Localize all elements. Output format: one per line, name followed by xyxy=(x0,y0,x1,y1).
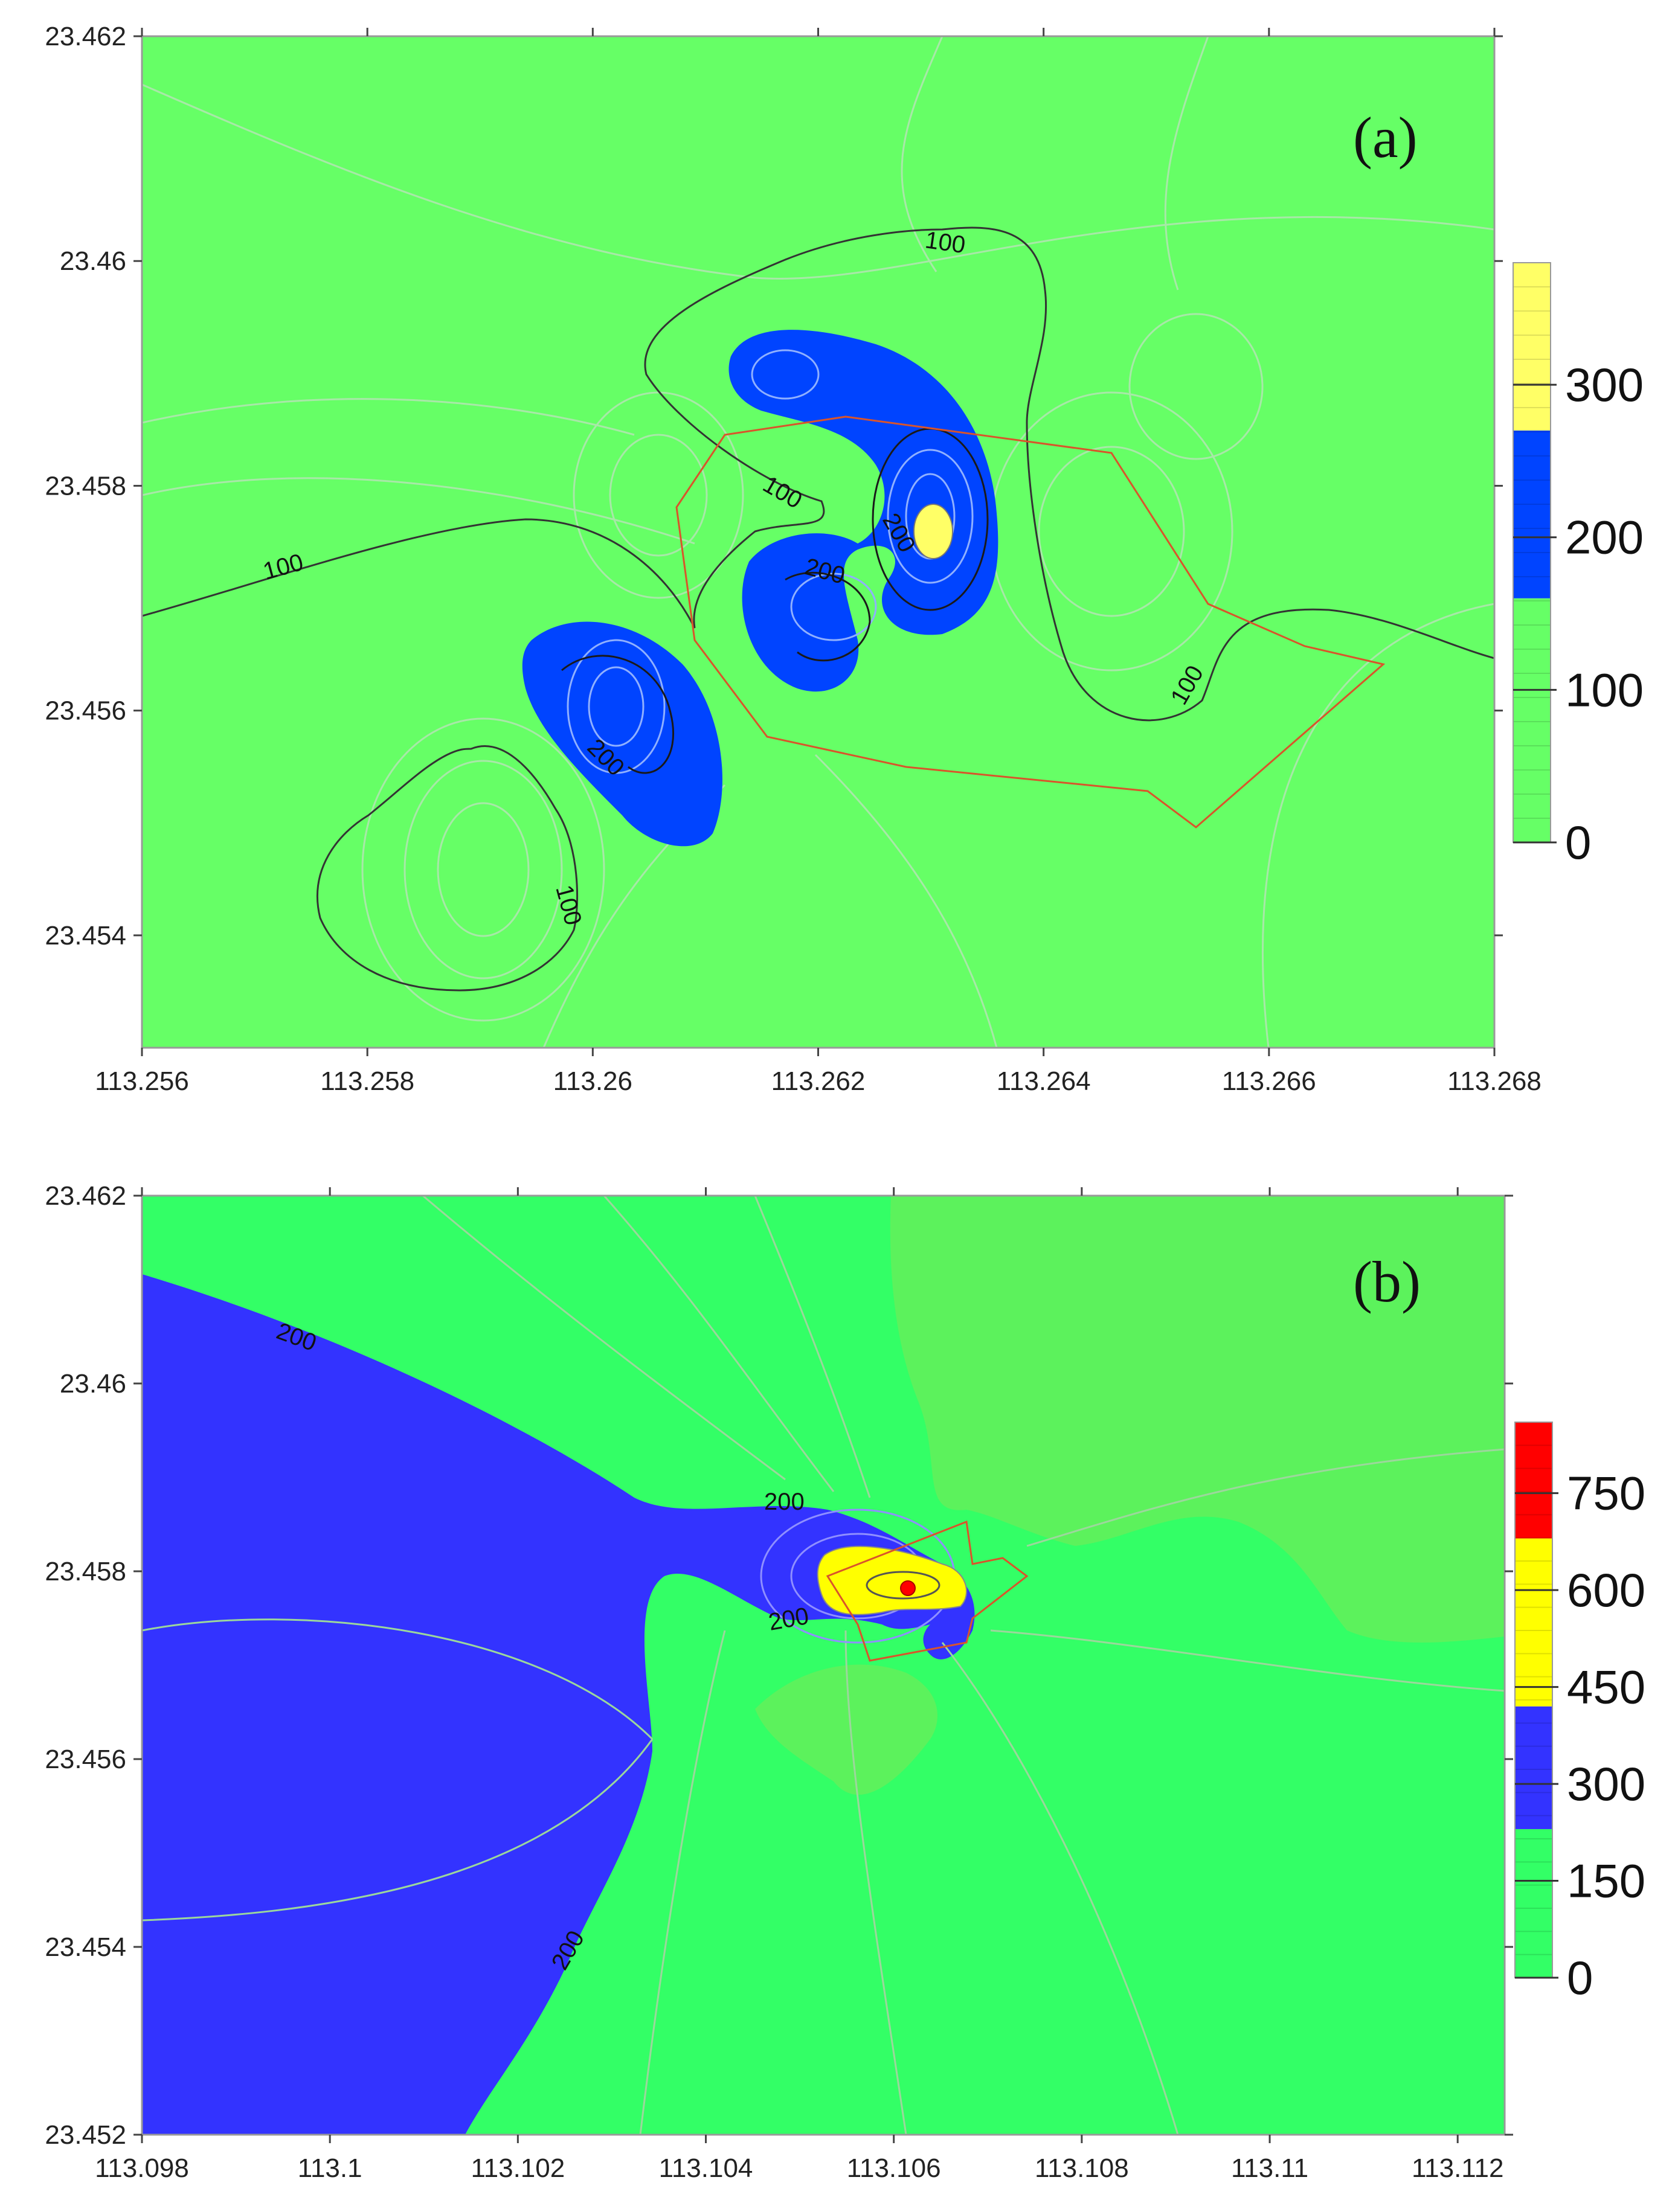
colorbar-band xyxy=(1515,1422,1552,1539)
panel-b-site-outline xyxy=(826,1520,1029,1662)
panel-a-high-zone xyxy=(728,330,998,692)
panel-a-peak-zone xyxy=(913,504,953,559)
panel-b: 200 200 200 200 (b) 113.098 113.1 113.102 1… xyxy=(45,1181,1645,2183)
y-tick-label: 23.458 xyxy=(45,1557,126,1586)
y-tick-label: 23.452 xyxy=(45,2120,126,2150)
colorbar-band xyxy=(1513,430,1551,598)
x-tick-label: 113.1 xyxy=(298,2153,362,2183)
panel-a-contours xyxy=(142,36,1494,1048)
y-tick-label: 23.454 xyxy=(45,1932,126,1962)
colorbar-band xyxy=(1513,263,1551,431)
colorbar-label: 450 xyxy=(1567,1661,1645,1714)
y-tick-label: 23.46 xyxy=(60,1369,126,1399)
y-tick-label: 23.456 xyxy=(45,1745,126,1774)
x-tick-label: 113.262 xyxy=(771,1066,866,1096)
colorbar-band xyxy=(1515,1829,1552,1978)
x-tick-label: 113.104 xyxy=(659,2153,753,2183)
x-tick-label: 113.258 xyxy=(320,1066,414,1096)
colorbar-label: 300 xyxy=(1567,1757,1645,1810)
contour-label: 100 xyxy=(924,226,967,258)
x-tick-label: 113.256 xyxy=(95,1066,189,1096)
panel-a-axes: 113.256 113.258 113.26 113.262 113.264 113.26… xyxy=(45,22,1541,1096)
panel-a: 100 100 100 100 100 200 200 200 (a) 113.… xyxy=(45,22,1644,1096)
panel-a-label: (a) xyxy=(1353,105,1418,170)
panel-b-max-zone xyxy=(900,1580,916,1596)
colorbar-label: 200 xyxy=(1565,511,1644,564)
colorbar-label: 750 xyxy=(1567,1467,1645,1520)
y-tick-label: 23.462 xyxy=(45,22,126,51)
colorbar-label: 0 xyxy=(1567,1951,1593,2004)
colorbar-label: 300 xyxy=(1565,358,1644,411)
panel-b-high-zone xyxy=(142,1274,975,2135)
colorbar-label: 0 xyxy=(1565,816,1591,869)
y-tick-label: 23.454 xyxy=(45,921,126,951)
x-tick-label: 113.106 xyxy=(847,2153,941,2183)
x-tick-label: 113.266 xyxy=(1222,1066,1316,1096)
y-tick-label: 23.462 xyxy=(45,1181,126,1211)
colorbar-band xyxy=(1513,598,1551,842)
contour-label: 200 xyxy=(764,1489,805,1515)
y-tick-label: 23.458 xyxy=(45,471,126,501)
x-tick-label: 113.112 xyxy=(1412,2153,1504,2183)
y-tick-label: 23.46 xyxy=(60,246,126,276)
x-tick-label: 113.268 xyxy=(1447,1066,1542,1096)
panel-b-label: (b) xyxy=(1353,1249,1421,1314)
x-tick-label: 113.264 xyxy=(997,1066,1091,1096)
panel-b-contours xyxy=(142,1196,1505,2135)
x-tick-label: 113.26 xyxy=(553,1066,632,1096)
y-tick-label: 23.456 xyxy=(45,696,126,726)
x-tick-label: 113.102 xyxy=(471,2153,565,2183)
x-tick-label: 113.098 xyxy=(95,2153,189,2183)
panel-a-site-outline xyxy=(675,415,1386,829)
panel-b-peak-zone xyxy=(817,1545,967,1615)
colorbar-band xyxy=(1515,1538,1552,1707)
panel-a-colorbar: 300 200 100 0 xyxy=(1513,262,1644,869)
colorbar-label: 150 xyxy=(1567,1855,1645,1908)
panel-b-frame xyxy=(141,1194,1506,2136)
x-tick-label: 113.11 xyxy=(1231,2153,1308,2183)
x-tick-label: 113.108 xyxy=(1035,2153,1129,2183)
panel-b-axes: 113.098 113.1 113.102 113.104 113.106 113.108… xyxy=(45,1181,1513,2183)
colorbar-label: 100 xyxy=(1565,663,1644,716)
colorbar-band xyxy=(1515,1706,1552,1829)
panel-b-colorbar: 750 600 450 300 150 0 xyxy=(1514,1422,1645,2004)
colorbar-label: 600 xyxy=(1567,1563,1645,1617)
